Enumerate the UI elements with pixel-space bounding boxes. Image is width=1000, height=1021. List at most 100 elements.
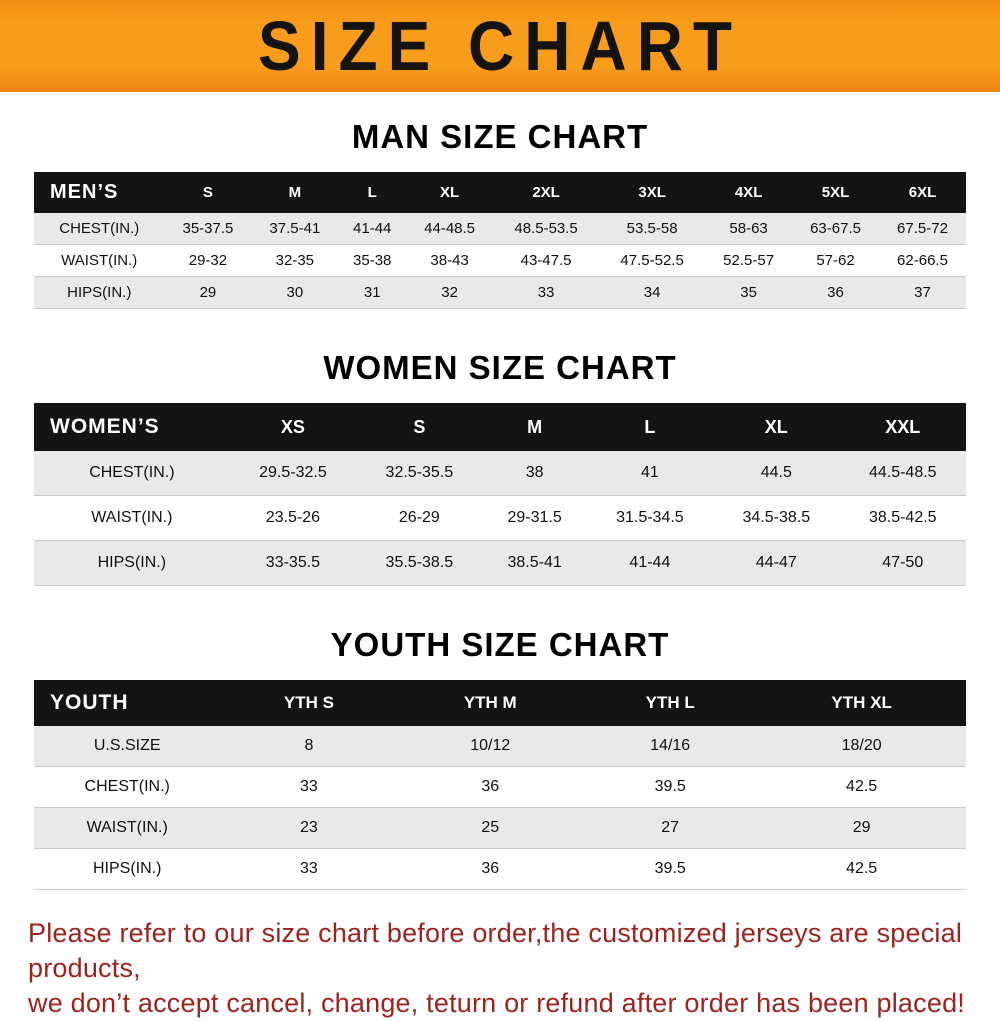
size-column-header: YTH S	[220, 680, 398, 726]
row-label: CHEST(IN.)	[59, 220, 140, 237]
table-row: CHEST(IN.) 35-37.5 37.5-41 41-44 44-48.5 48.5…	[34, 213, 966, 245]
size-value: 63-67.5	[810, 220, 861, 237]
size-value: 33-35.5	[265, 554, 321, 571]
footer-line-2: we don’t accept cancel, change, teturn o…	[28, 988, 965, 1019]
size-value: 36	[827, 284, 844, 301]
size-value: 10/12	[470, 737, 511, 754]
size-value: 29	[199, 284, 217, 301]
size-value: 44-48.5	[424, 220, 476, 237]
size-value: 36	[481, 778, 500, 795]
size-value: 34.5-38.5	[742, 509, 811, 526]
table-row: WAIST(IN.) 23 25 27 29	[34, 807, 966, 849]
size-value: 32	[441, 284, 458, 301]
size-value: 42.5	[846, 778, 878, 795]
size-column-header: XS	[229, 403, 357, 451]
size-value: 35-37.5	[182, 220, 234, 237]
size-value: 34	[643, 284, 661, 301]
footer-disclaimer: Please refer to our size chart before or…	[28, 916, 972, 1021]
row-label: HIPS(IN.)	[97, 554, 167, 571]
size-value: 30	[286, 284, 304, 301]
table-row: CHEST(IN.) 33 36 39.5 42.5	[34, 766, 966, 808]
size-value: 38.5-41	[507, 554, 562, 571]
men-size-table: MEN’S S M L XL 2XL 3XL 4XL 5XL 6XL CHEST(IN.) 35-37…	[34, 172, 966, 309]
banner-title: SIZE CHART	[258, 7, 742, 85]
size-value: 23.5-26	[265, 509, 321, 526]
size-column-header: S	[356, 403, 483, 451]
size-value: 58-63	[729, 220, 768, 237]
table-row: U.S.SIZE 8 10/12 14/16 18/20	[34, 726, 966, 767]
size-value: 42.5	[846, 860, 878, 877]
size-value: 25	[481, 819, 500, 836]
size-value: 62-66.5	[897, 252, 948, 269]
row-label: WAIST(IN.)	[61, 252, 138, 269]
size-value: 26-29	[398, 509, 440, 526]
size-value: 8	[304, 737, 314, 754]
size-column-header: L	[338, 172, 407, 213]
man-size-chart-section: MAN SIZE CHART MEN’S S M L XL 2XL 3XL 4XL 5XL 6XL…	[0, 118, 1000, 309]
size-value: 57-62	[816, 252, 855, 269]
size-value: 36	[481, 860, 500, 877]
table-row: HIPS(IN.) 33 36 39.5 42.5	[34, 848, 966, 890]
table-row: HIPS(IN.) 29 30 31 32 33 34 35 36 37	[34, 276, 966, 309]
size-value: 14/16	[650, 737, 691, 754]
row-label: WAIST(IN.)	[91, 509, 173, 526]
size-column-header: XL	[406, 172, 494, 213]
size-value: 33	[537, 284, 555, 301]
size-value: 48.5-53.5	[514, 220, 578, 237]
size-value: 44-47	[755, 554, 797, 571]
youth-size-table: YOUTH YTH S YTH M YTH L YTH XL U.S.SIZE 8 10/12…	[34, 680, 966, 890]
footer-line-1: Please refer to our size chart before or…	[28, 918, 963, 984]
table-corner-label: YOUTH	[34, 680, 221, 726]
size-value: 41	[640, 464, 659, 481]
size-value: 38-43	[430, 252, 469, 269]
table-header-row: WOMEN’S XS S M L XL XXL	[34, 403, 966, 451]
size-column-header: YTH M	[397, 680, 584, 726]
size-column-header: XL	[713, 403, 840, 451]
size-value: 31.5-34.5	[616, 509, 684, 526]
man-section-title: MAN SIZE CHART	[351, 118, 649, 155]
youth-size-chart-section: YOUTH SIZE CHART YOUTH YTH S YTH M YTH L YTH…	[0, 626, 1000, 890]
women-section-title: WOMEN SIZE CHART	[323, 349, 677, 386]
size-value: 38	[525, 464, 544, 481]
size-value: 53.5-58	[626, 220, 678, 237]
row-label: CHEST(IN.)	[89, 464, 175, 481]
size-column-header: M	[482, 403, 587, 451]
size-value: 29	[852, 819, 871, 836]
women-size-chart-section: WOMEN SIZE CHART WOMEN’S XS S M L XL XXL CHEST(…	[0, 349, 1000, 586]
row-label: HIPS(IN.)	[67, 284, 132, 301]
size-value: 35	[740, 284, 757, 301]
size-value: 29-32	[188, 252, 228, 269]
size-column-header: YTH L	[583, 680, 758, 726]
table-corner-label: WOMEN’S	[34, 403, 230, 451]
size-value: 35.5-38.5	[385, 554, 454, 571]
table-corner-label: MEN’S	[34, 172, 165, 213]
size-value: 44.5	[760, 464, 792, 481]
size-value: 29.5-32.5	[259, 464, 327, 481]
table-row: WAIST(IN.) 29-32 32-35 35-38 38-43 43-47.5 47.…	[34, 244, 966, 277]
size-value: 23	[300, 819, 318, 836]
size-value: 37.5-41	[269, 220, 321, 237]
size-column-header: M	[251, 172, 339, 213]
size-column-header: 6XL	[878, 172, 966, 213]
size-column-header: 4XL	[705, 172, 793, 213]
size-value: 44.5-48.5	[868, 464, 937, 481]
size-value: 67.5-72	[897, 220, 948, 237]
row-label: HIPS(IN.)	[92, 860, 162, 877]
size-value: 38.5-42.5	[868, 509, 937, 526]
row-label: U.S.SIZE	[93, 737, 161, 754]
size-value: 31	[363, 284, 381, 301]
size-value: 29-31.5	[507, 509, 562, 526]
size-column-header: L	[586, 403, 714, 451]
table-header-row: MEN’S S M L XL 2XL 3XL 4XL 5XL 6XL	[34, 172, 966, 213]
row-label: WAIST(IN.)	[86, 819, 168, 836]
size-column-header: XXL	[839, 403, 966, 451]
size-value: 41-44	[629, 554, 671, 571]
size-value: 43-47.5	[520, 252, 572, 269]
size-value: 47-50	[882, 554, 924, 571]
table-header-row: YOUTH YTH S YTH M YTH L YTH XL	[34, 680, 966, 726]
size-value: 37	[914, 284, 931, 301]
size-value: 33	[300, 778, 318, 795]
size-column-header: 2XL	[493, 172, 600, 213]
row-label: CHEST(IN.)	[84, 778, 170, 795]
